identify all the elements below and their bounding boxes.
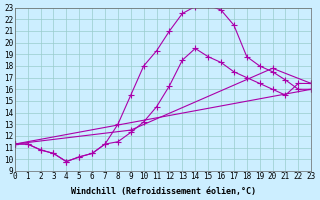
X-axis label: Windchill (Refroidissement éolien,°C): Windchill (Refroidissement éolien,°C) (70, 187, 255, 196)
